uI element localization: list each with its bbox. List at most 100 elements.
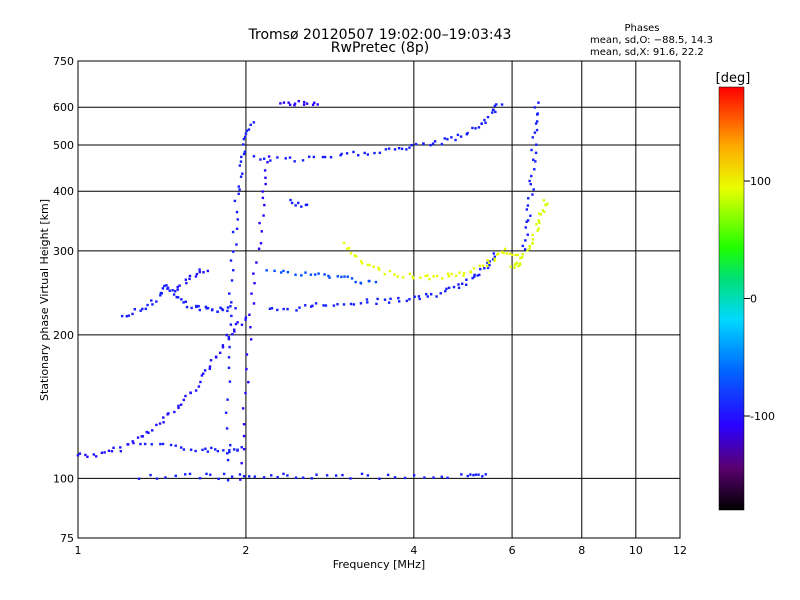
data-point bbox=[279, 102, 282, 105]
data-point bbox=[527, 197, 530, 200]
data-point bbox=[531, 136, 534, 139]
x-tick-label: 8 bbox=[578, 544, 585, 557]
y-tick-label: 400 bbox=[53, 185, 74, 198]
data-point bbox=[264, 182, 267, 186]
data-point bbox=[405, 148, 408, 151]
data-point bbox=[366, 301, 369, 304]
data-point bbox=[530, 148, 533, 152]
data-point bbox=[282, 307, 285, 311]
data-point bbox=[174, 444, 177, 447]
data-point bbox=[86, 455, 89, 459]
data-point bbox=[174, 474, 177, 478]
data-point bbox=[484, 121, 487, 124]
data-point bbox=[155, 423, 158, 427]
data-point bbox=[161, 442, 165, 446]
data-point bbox=[167, 412, 170, 415]
data-point bbox=[226, 458, 230, 462]
data-point bbox=[294, 273, 297, 276]
data-point bbox=[136, 436, 140, 439]
data-point bbox=[288, 103, 292, 106]
data-point bbox=[242, 137, 246, 141]
colorbar-unit: [deg] bbox=[716, 71, 751, 86]
data-point bbox=[424, 274, 427, 278]
y-tick-label: 500 bbox=[53, 139, 74, 152]
data-point bbox=[342, 241, 346, 245]
data-point bbox=[242, 434, 246, 438]
data-point bbox=[534, 151, 538, 155]
data-point bbox=[289, 198, 292, 202]
x-tick-label: 4 bbox=[410, 544, 417, 557]
x-tick-label: 6 bbox=[509, 544, 516, 557]
data-point bbox=[202, 372, 205, 375]
data-point bbox=[162, 416, 165, 419]
y-tick-labels: 75 100 200 300 400 500 600 750 bbox=[53, 55, 74, 545]
data-point bbox=[345, 152, 349, 155]
data-point bbox=[526, 204, 530, 207]
data-point bbox=[440, 475, 444, 479]
data-point bbox=[190, 306, 193, 310]
data-point bbox=[389, 297, 392, 300]
data-point bbox=[159, 294, 162, 297]
data-point bbox=[208, 367, 211, 370]
data-point bbox=[171, 289, 174, 292]
data-point bbox=[185, 305, 189, 309]
data-point bbox=[376, 297, 379, 301]
data-point bbox=[249, 123, 252, 127]
data-point bbox=[249, 326, 252, 329]
data-point bbox=[243, 150, 247, 153]
data-point bbox=[524, 226, 527, 229]
data-point bbox=[365, 298, 369, 301]
data-point bbox=[360, 262, 364, 265]
data-point bbox=[221, 346, 225, 349]
data-point bbox=[222, 449, 225, 452]
data-point bbox=[321, 155, 325, 159]
data-point bbox=[408, 298, 411, 301]
data-point bbox=[325, 474, 329, 477]
data-point bbox=[500, 250, 504, 254]
data-point bbox=[323, 273, 326, 276]
data-point bbox=[397, 300, 401, 303]
data-point bbox=[402, 276, 405, 279]
data-point bbox=[236, 321, 239, 324]
data-point bbox=[248, 313, 251, 317]
data-point bbox=[432, 476, 435, 479]
data-point bbox=[486, 115, 490, 119]
data-point bbox=[426, 274, 429, 277]
data-point bbox=[282, 101, 286, 104]
data-point bbox=[158, 422, 162, 425]
x-tick-label: 10 bbox=[629, 544, 643, 557]
data-point bbox=[151, 303, 154, 306]
data-point bbox=[532, 188, 535, 191]
data-point bbox=[456, 133, 460, 137]
data-point bbox=[445, 287, 448, 291]
data-point bbox=[432, 275, 435, 278]
data-point bbox=[131, 440, 134, 443]
data-point bbox=[265, 269, 268, 272]
data-point bbox=[346, 247, 349, 251]
data-point bbox=[182, 398, 186, 402]
data-point bbox=[147, 431, 150, 434]
data-point bbox=[414, 142, 418, 146]
x-tick-labels: 1 2 4 6 8 10 12 bbox=[75, 544, 688, 557]
data-point bbox=[454, 274, 458, 277]
y-tick-label: 75 bbox=[60, 532, 74, 545]
data-point bbox=[297, 99, 300, 103]
phases-heading: Phases bbox=[624, 23, 659, 34]
data-point bbox=[493, 104, 497, 108]
data-point bbox=[493, 255, 496, 258]
data-point bbox=[226, 452, 229, 455]
data-point bbox=[342, 303, 346, 306]
data-point bbox=[264, 176, 267, 179]
data-point bbox=[206, 269, 210, 273]
data-point bbox=[426, 295, 429, 298]
data-point bbox=[518, 263, 522, 267]
data-point bbox=[245, 129, 249, 132]
data-point bbox=[195, 272, 199, 276]
data-point bbox=[177, 406, 180, 410]
data-point bbox=[535, 143, 538, 146]
data-point bbox=[332, 304, 336, 307]
data-point bbox=[460, 473, 463, 476]
data-point bbox=[353, 254, 356, 257]
data-point bbox=[235, 243, 238, 246]
data-point bbox=[472, 266, 476, 270]
